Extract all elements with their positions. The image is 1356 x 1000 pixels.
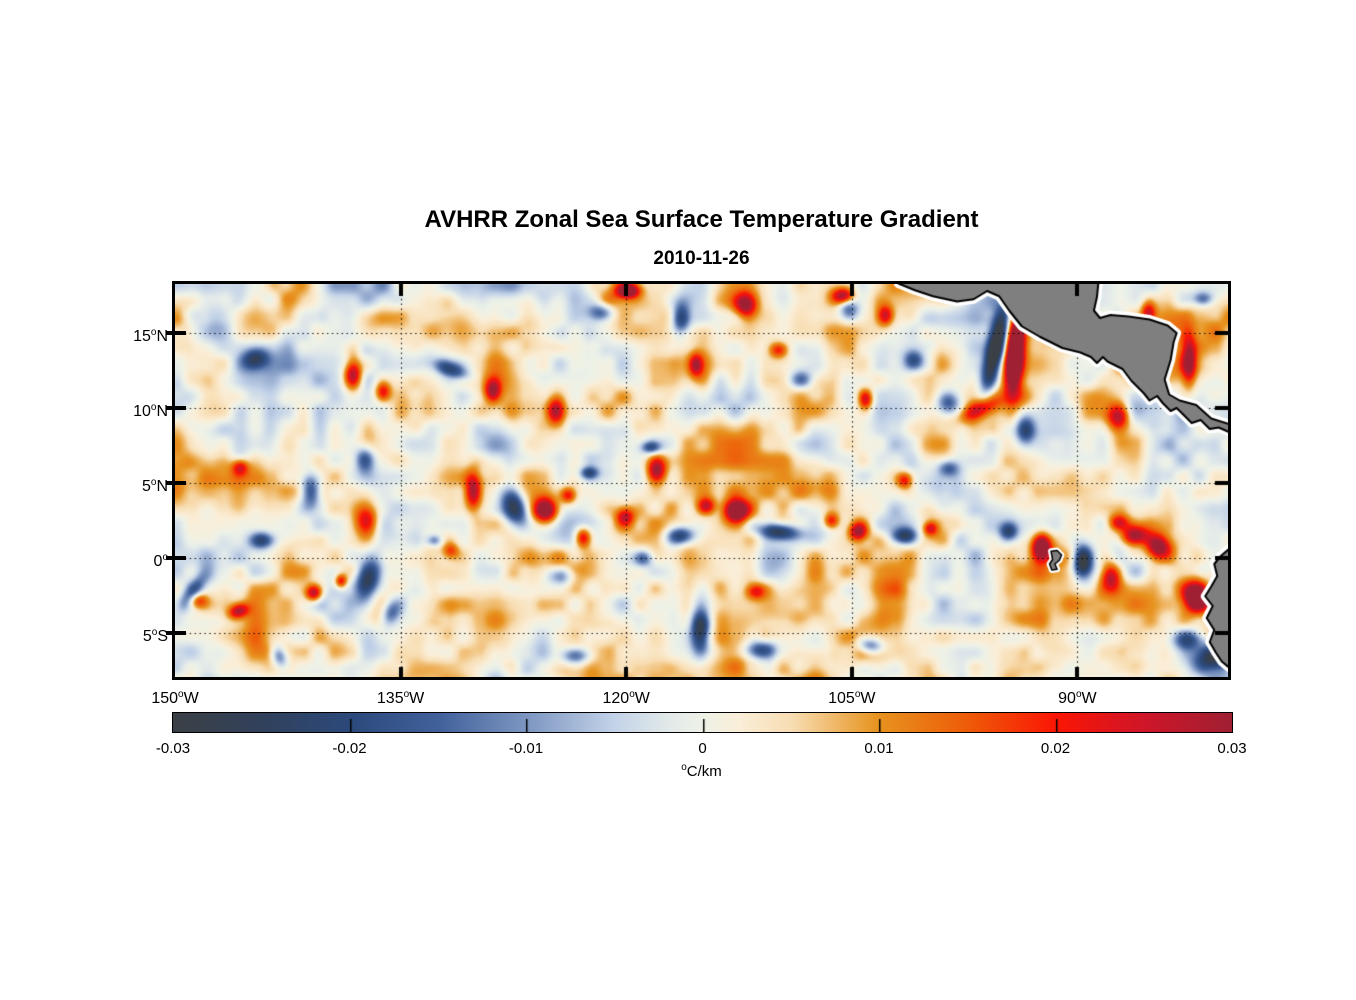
y-tick-label: 5oN xyxy=(141,477,168,495)
y-tick-label: 0o xyxy=(78,547,168,570)
colorbar-tick-label: -0.02 xyxy=(332,740,367,757)
degree-symbol: o xyxy=(1075,689,1082,700)
colorbar-tick-label: 0.01 xyxy=(864,740,894,757)
degree-symbol: o xyxy=(629,689,635,700)
x-tick-label: 105oW xyxy=(828,689,876,707)
chart-subtitle-date: 2010-11-26 xyxy=(653,248,750,269)
degree-symbol: o xyxy=(681,762,687,773)
y-tick-mark xyxy=(166,406,186,410)
map-frame xyxy=(172,281,1231,680)
y-tick-mark xyxy=(166,481,186,485)
degree-symbol: o xyxy=(162,552,168,563)
x-tick-label: 135oW xyxy=(376,689,425,707)
y-tick-label: 5oS xyxy=(142,627,168,645)
y-tick-label: 15oN xyxy=(133,327,168,345)
colorbar-tick-label: -0.03 xyxy=(155,740,191,757)
degree-symbol: o xyxy=(151,627,158,638)
y-tick-label: 10oN xyxy=(133,402,168,420)
colorbar-unit-label: oC/km xyxy=(172,762,1231,780)
x-tick-label: 120oW xyxy=(602,689,650,707)
degree-symbol: o xyxy=(150,327,157,338)
x-tick-label: 150oW xyxy=(151,689,199,707)
degree-symbol: o xyxy=(854,689,861,700)
degree-symbol: o xyxy=(178,689,184,700)
degree-symbol: o xyxy=(150,402,157,413)
degree-symbol: o xyxy=(150,477,157,488)
chart-title: AVHRR Zonal Sea Surface Temperature Grad… xyxy=(424,206,979,233)
colorbar-tick-label: 0.03 xyxy=(1217,740,1247,757)
colorbar-tick-label: 0 xyxy=(698,740,707,757)
unit-text: C/km xyxy=(686,763,722,780)
y-tick-mark xyxy=(166,331,186,335)
map-canvas xyxy=(175,284,1228,677)
colorbar xyxy=(172,712,1233,733)
y-tick-mark xyxy=(166,556,186,560)
x-tick-label: 90oW xyxy=(1058,689,1097,707)
colorbar-tick-label: -0.01 xyxy=(508,740,544,757)
degree-symbol: o xyxy=(403,689,410,700)
colorbar-tick-label: 0.02 xyxy=(1040,740,1071,757)
y-tick-mark xyxy=(166,631,186,635)
colorbar-canvas xyxy=(173,713,1232,732)
